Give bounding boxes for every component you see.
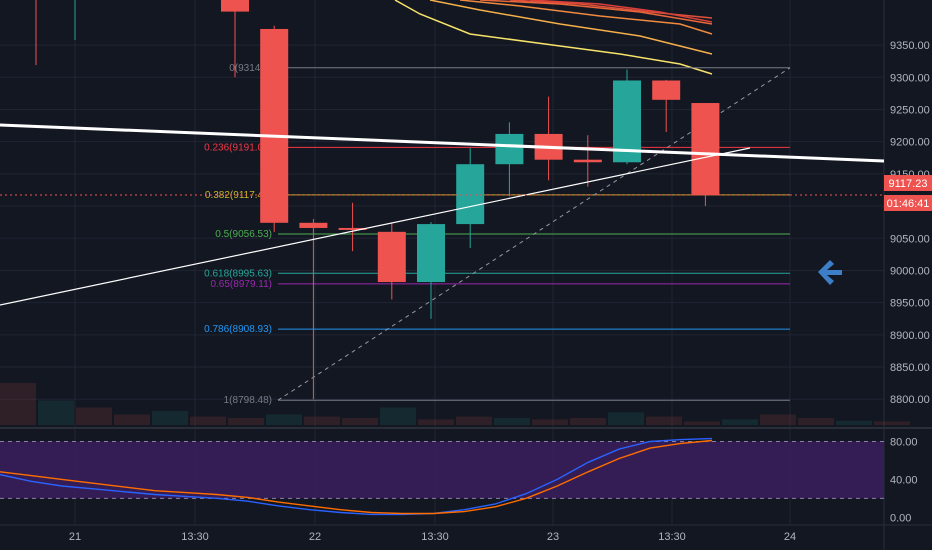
price-tick-label-3: 9200.00 — [890, 137, 930, 149]
candle-body-12 — [691, 103, 720, 196]
candle-body-10 — [613, 80, 641, 163]
fib-label-3: 0.5(9056.53) — [215, 229, 272, 240]
candle-body-11 — [652, 80, 681, 100]
time-tick-label-3: 13:30 — [421, 531, 449, 543]
candle-body-3 — [338, 227, 367, 230]
volume-bar-8 — [304, 416, 340, 425]
candle-body-2 — [299, 222, 328, 228]
rsi-series-0 — [0, 437, 713, 516]
rsi-band — [0, 441, 884, 499]
candle-body-0 — [221, 0, 249, 12]
price-tick-label-7: 9000.00 — [890, 265, 930, 277]
ema-line-3 — [479, 0, 713, 25]
time-tick-label-0: 21 — [69, 531, 81, 543]
volume-bar-11 — [418, 419, 454, 425]
price-tick-label-0: 9350.00 — [890, 40, 930, 52]
rsi-tick-label-2: 0.00 — [890, 512, 911, 524]
price-tick-label-6: 9050.00 — [890, 233, 930, 245]
volume-bar-5 — [190, 416, 226, 425]
candle-body-9 — [573, 159, 602, 163]
volume-bar-3 — [114, 414, 150, 425]
rsi-tick-label-1: 40.00 — [890, 474, 918, 486]
last-price-tag-bg — [884, 175, 932, 191]
volume-bar-23 — [874, 421, 910, 425]
time-tick-label-2: 22 — [309, 531, 321, 543]
price-tags: 9117.23 01:46:41 — [884, 175, 932, 211]
fib-label-6: 0.786(8908.93) — [204, 324, 272, 335]
candle-body-1 — [260, 28, 289, 223]
volume-bar-14 — [532, 419, 568, 425]
ema-line-5 — [529, 0, 713, 23]
volume-bar-21 — [798, 418, 834, 425]
ema-line-0 — [394, 0, 713, 75]
time-tick-label-4: 23 — [547, 531, 559, 543]
resistance-trend-line — [0, 123, 885, 163]
last-price-tag: 9117.23 — [889, 178, 928, 190]
trend-lines[interactable] — [0, 123, 885, 306]
volume-bar-10 — [380, 407, 416, 425]
moving-average-ribbon — [394, 0, 713, 75]
volume-bar-19 — [722, 419, 758, 425]
volume-bar-6 — [228, 418, 264, 425]
ema-line-4 — [509, 0, 713, 19]
ema-line-1 — [429, 0, 713, 55]
fib-trend-line — [277, 67, 791, 401]
fib-label-5: 0.65(8979.11) — [210, 279, 272, 290]
volume-bars — [0, 383, 910, 425]
candle-body-6 — [456, 164, 485, 225]
countdown-tag-bg — [884, 195, 932, 211]
time-tick-label-1: 13:30 — [181, 531, 209, 543]
time-axis[interactable]: 21 13:30 22 13:30 23 13:30 24 — [69, 531, 796, 543]
price-tick-label-1: 9300.00 — [890, 72, 930, 84]
support-trend-line — [0, 147, 751, 306]
arrow-left-icon[interactable] — [818, 260, 842, 285]
rsi-series-1 — [0, 439, 713, 515]
ema-line-2 — [459, 0, 713, 35]
rsi-pane: 80.00 40.00 0.00 — [0, 436, 918, 524]
candle-body-7 — [495, 133, 524, 165]
price-tick-label-2: 9250.00 — [890, 104, 930, 116]
price-tick-label-8: 8950.00 — [890, 298, 930, 310]
volume-bar-12 — [456, 416, 492, 425]
time-tick-label-5: 13:30 — [658, 531, 686, 543]
price-axis[interactable]: 9350.009300.009250.009200.009150.009100.… — [890, 40, 930, 406]
volume-bar-20 — [760, 414, 796, 425]
volume-bar-7 — [266, 414, 302, 425]
rsi-tick-label-0: 80.00 — [890, 436, 918, 448]
volume-bar-22 — [836, 420, 872, 425]
volume-bar-18 — [684, 421, 720, 425]
time-tick-label-6: 24 — [784, 531, 796, 543]
volume-bar-0 — [0, 383, 36, 425]
fibonacci-retracement[interactable]: 0(9314.7) 0.236(9191.04) 0.382(9117.43) 0.5… — [204, 63, 791, 406]
volume-bar-15 — [570, 418, 606, 425]
price-tick-label-10: 8850.00 — [890, 362, 930, 374]
fib-label-1: 0.236(9191.04) — [204, 142, 272, 153]
candlestick-series — [35, 0, 720, 400]
volume-bar-9 — [342, 418, 378, 425]
fib-label-4: 0.618(8995.63) — [204, 268, 272, 279]
fib-label-0: 0(9314.7) — [229, 63, 272, 74]
price-tick-label-9: 8900.00 — [890, 330, 930, 342]
fib-label-7: 1(8798.48) — [224, 395, 272, 406]
candle-body-5 — [417, 224, 445, 283]
volume-bar-4 — [152, 411, 188, 425]
volume-bar-16 — [608, 412, 644, 425]
price-tick-label-11: 8800.00 — [890, 394, 930, 406]
volume-bar-2 — [76, 407, 112, 425]
fib-label-2: 0.382(9117.43) — [205, 190, 272, 201]
candle-body-4 — [377, 231, 406, 283]
volume-bar-13 — [494, 418, 530, 425]
volume-bar-1 — [38, 400, 74, 425]
countdown-tag: 01:46:41 — [887, 198, 930, 210]
volume-bar-17 — [646, 416, 682, 425]
